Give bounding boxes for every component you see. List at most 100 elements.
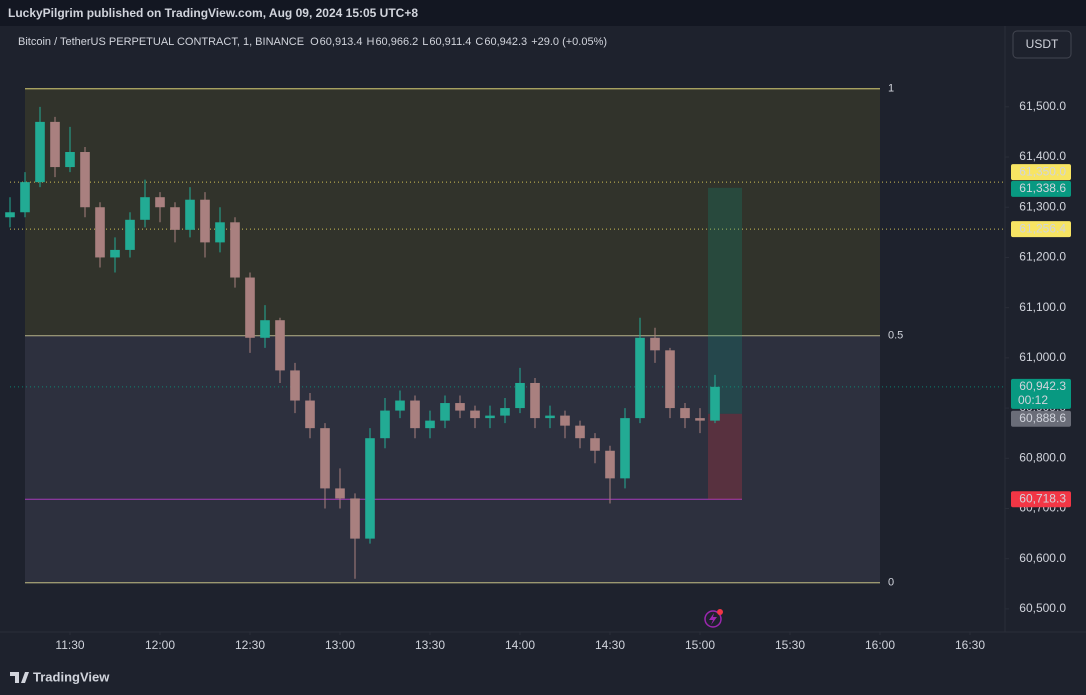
x-tick-label: 13:30 <box>415 638 445 652</box>
fib-label: 0.5 <box>888 330 903 342</box>
candle-body <box>260 320 270 338</box>
candle-body <box>230 222 240 278</box>
ohlc-key: H <box>366 36 374 48</box>
entry-label-bg <box>1011 410 1071 427</box>
candle-body <box>650 337 660 351</box>
target-label-bg <box>1011 180 1071 197</box>
candle-body <box>470 410 480 419</box>
candle-body <box>620 418 630 479</box>
x-tick-label: 16:00 <box>865 638 895 652</box>
currency[interactable]: USDT <box>1026 37 1059 51</box>
y-tick-label: 60,800.0 <box>1019 450 1066 464</box>
y-tick-label: 61,100.0 <box>1019 300 1066 314</box>
candle-body <box>560 415 570 426</box>
candle-body <box>155 197 165 208</box>
ohlc-key: O <box>310 36 319 48</box>
level-label-bg <box>1011 221 1071 238</box>
ohlc-value: 60,911.4 <box>429 36 471 48</box>
candle-body <box>500 408 510 416</box>
legend: Bitcoin / TetherUS PERPETUAL CONTRACT, 1… <box>18 36 607 48</box>
candle-body <box>545 415 555 419</box>
candle-body <box>395 400 405 411</box>
level-label: 61,256.4 <box>1019 221 1066 235</box>
symbol: Bitcoin / TetherUS PERPETUAL CONTRACT, 1… <box>18 36 304 48</box>
fib-zone-upper <box>25 88 880 336</box>
candle-body <box>125 219 135 250</box>
last-price: 60,942.3 <box>1019 379 1066 393</box>
plot-area: 10.5060,500.060,600.060,700.060,800.060,… <box>5 83 1071 652</box>
y-tick-label: 61,200.0 <box>1019 250 1066 264</box>
y-tick-label: 61,500.0 <box>1019 99 1066 113</box>
ohlc-key: C <box>475 36 483 48</box>
x-tick-label: 15:30 <box>775 638 805 652</box>
change: +29.0 (+0.05%) <box>531 36 607 48</box>
candle-body <box>455 403 465 411</box>
candle-body <box>65 152 75 168</box>
publisher: LuckyPilgrim published on TradingView.co… <box>8 6 418 20</box>
candle-body <box>95 207 105 258</box>
level-label: 60,718.3 <box>1019 491 1066 505</box>
position-stop <box>708 413 742 500</box>
candle-body <box>35 121 45 183</box>
candle-body <box>365 438 375 539</box>
candle-body <box>530 382 540 419</box>
y-tick-label: 61,300.0 <box>1019 199 1066 213</box>
x-tick-label: 15:00 <box>685 638 715 652</box>
candle-body <box>410 400 420 429</box>
level-label: 61,350.0 <box>1019 164 1066 178</box>
candle-body <box>290 370 300 401</box>
target-label: 61,338.6 <box>1019 181 1066 195</box>
candle-body <box>320 428 330 489</box>
x-tick-label: 12:30 <box>235 638 265 652</box>
ohlc-value: 60,913.4 <box>320 36 363 48</box>
candle-body <box>335 488 345 499</box>
candle-body <box>245 277 255 338</box>
fib-label: 1 <box>888 83 894 95</box>
candle-body <box>440 403 450 421</box>
candle-body <box>170 207 180 230</box>
y-tick-label: 60,600.0 <box>1019 551 1066 565</box>
y-tick-label: 60,500.0 <box>1019 601 1066 615</box>
candle-body <box>695 418 705 421</box>
candle-body <box>485 415 495 419</box>
x-tick-label: 14:00 <box>505 638 535 652</box>
fib-zone-lower <box>25 335 880 583</box>
brand-logo: TradingView <box>10 669 110 684</box>
y-tick-label: 61,000.0 <box>1019 350 1066 364</box>
fib-label: 0 <box>888 577 894 589</box>
candle-body <box>5 212 15 218</box>
candle-body <box>305 400 315 429</box>
x-tick-label: 14:30 <box>595 638 625 652</box>
candle-body <box>50 121 60 168</box>
level-label-bg <box>1011 164 1071 181</box>
brand: TradingView <box>33 669 110 684</box>
level-label-bg <box>1011 491 1071 508</box>
candle-body <box>185 199 195 230</box>
candle-body <box>680 408 690 419</box>
candle-body <box>575 425 585 439</box>
countdown: 00:12 <box>1018 393 1048 407</box>
candle-body <box>710 386 720 421</box>
ohlc-value: 60,966.2 <box>375 36 418 48</box>
ohlc-key: L <box>422 36 428 48</box>
currency-button[interactable] <box>1012 30 1072 59</box>
candle-body <box>80 152 90 208</box>
candle-body <box>425 420 435 429</box>
y-tick-label: 61,400.0 <box>1019 149 1066 163</box>
alert-icon <box>704 609 723 628</box>
candle-body <box>110 249 120 258</box>
x-tick-label: 11:30 <box>55 638 84 652</box>
candle-body <box>140 197 150 220</box>
x-tick-label: 13:00 <box>325 638 355 652</box>
candle-body <box>215 222 225 243</box>
entry-label: 60,888.6 <box>1019 411 1066 425</box>
candle-body <box>380 410 390 439</box>
x-tick-label: 12:00 <box>145 638 175 652</box>
x-tick-label: 16:30 <box>955 638 985 652</box>
candle-body <box>665 350 675 409</box>
candle-body <box>635 337 645 419</box>
ohlc-value: 60,942.3 <box>484 36 527 48</box>
candle-body <box>200 199 210 243</box>
candle-body <box>515 382 525 409</box>
